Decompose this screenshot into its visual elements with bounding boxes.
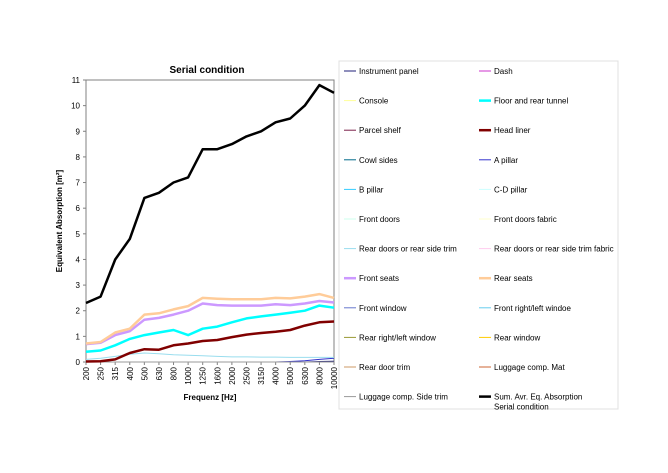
legend-label: Luggage comp. Side trim [359,393,448,402]
y-tick-label: 10 [71,102,80,111]
y-tick-label: 7 [76,179,81,188]
chart-title: Serial condition [169,65,244,76]
series-line [85,320,335,363]
series-line [85,304,335,353]
legend-label: Front window [359,304,407,313]
legend-label: Rear doors or rear side trim [359,245,457,254]
x-tick-label: 2000 [228,366,237,384]
x-tick-label: 630 [155,366,164,380]
y-tick-label: 0 [76,358,81,367]
x-tick-label: 315 [111,366,120,380]
legend-label: Head liner [494,126,531,135]
y-tick-label: 3 [76,281,81,290]
x-tick-label: 250 [97,366,106,380]
series-line [85,292,335,345]
legend-label: Front seats [359,274,399,283]
y-tick-label: 4 [76,255,81,264]
legend-label: Floor and rear tunnel [494,97,568,106]
series-line [85,299,335,346]
y-tick-label: 8 [76,153,81,162]
x-tick-label: 5000 [286,366,295,384]
x-tick-label: 10000 [330,366,339,389]
legend-label: Front doors fabric [494,215,557,224]
y-tick-label: 9 [76,127,81,136]
x-tick-label: 2500 [242,366,251,384]
y-tick-label: 2 [76,307,81,316]
legend-label: Cowl sides [359,156,398,165]
series-line [85,83,335,305]
x-tick-label: 4000 [272,366,281,384]
legend-label: A pillar [494,156,518,165]
x-tick-label: 800 [170,366,179,380]
legend-label: Rear right/left window [359,333,436,342]
y-axis: 0 1 2 3 4 5 6 7 8 9 10 11 [71,76,86,367]
legend-label: Parcel shelf [359,126,402,135]
x-tick-label: 400 [126,366,135,380]
legend-label: Dash [494,67,513,76]
series-lines [85,83,335,363]
legend-label: Front doors [359,215,400,224]
y-tick-label: 6 [76,204,81,213]
x-tick-label: 8000 [315,366,324,384]
x-tick-label: 200 [82,366,91,380]
legend-box [338,60,619,410]
y-tick-label: 1 [76,332,81,341]
legend-label: Instrument panel [359,67,419,76]
x-tick-label: 1250 [199,366,208,384]
legend-label: Rear seats [494,274,533,283]
x-tick-label: 3150 [257,366,266,384]
legend-label: B pillar [359,185,384,194]
legend-label: Rear door trim [359,363,410,372]
y-tick-label: 11 [72,76,81,85]
legend: Instrument panel Dash Console Floor and rea… [344,67,614,412]
legend-label: Sum. Avr. Eq. Absorption Serial condition [494,393,582,412]
legend-label: Console [359,97,389,106]
x-axis-label: Frequenz [Hz] [184,393,237,402]
x-tick-label: 6300 [301,366,310,384]
y-tick-label: 5 [76,230,81,239]
x-tick-label: 1000 [184,366,193,384]
legend-label: Front right/left windoe [494,304,571,313]
legend-label: Rear window [494,333,540,342]
x-tick-label: 1600 [213,366,222,384]
x-axis: 200 250 315 400 500 630 800 1000 1250 1600 2000 250… [82,362,339,389]
legend-label: Luggage comp. Mat [494,363,565,372]
x-tick-label: 500 [140,366,149,380]
legend-label: Rear doors or rear side trim fabric [494,245,614,254]
plot-area [85,79,335,363]
legend-label: C-D pillar [494,185,528,194]
y-axis-label: Equivalent Absorption [m²] [55,169,64,272]
